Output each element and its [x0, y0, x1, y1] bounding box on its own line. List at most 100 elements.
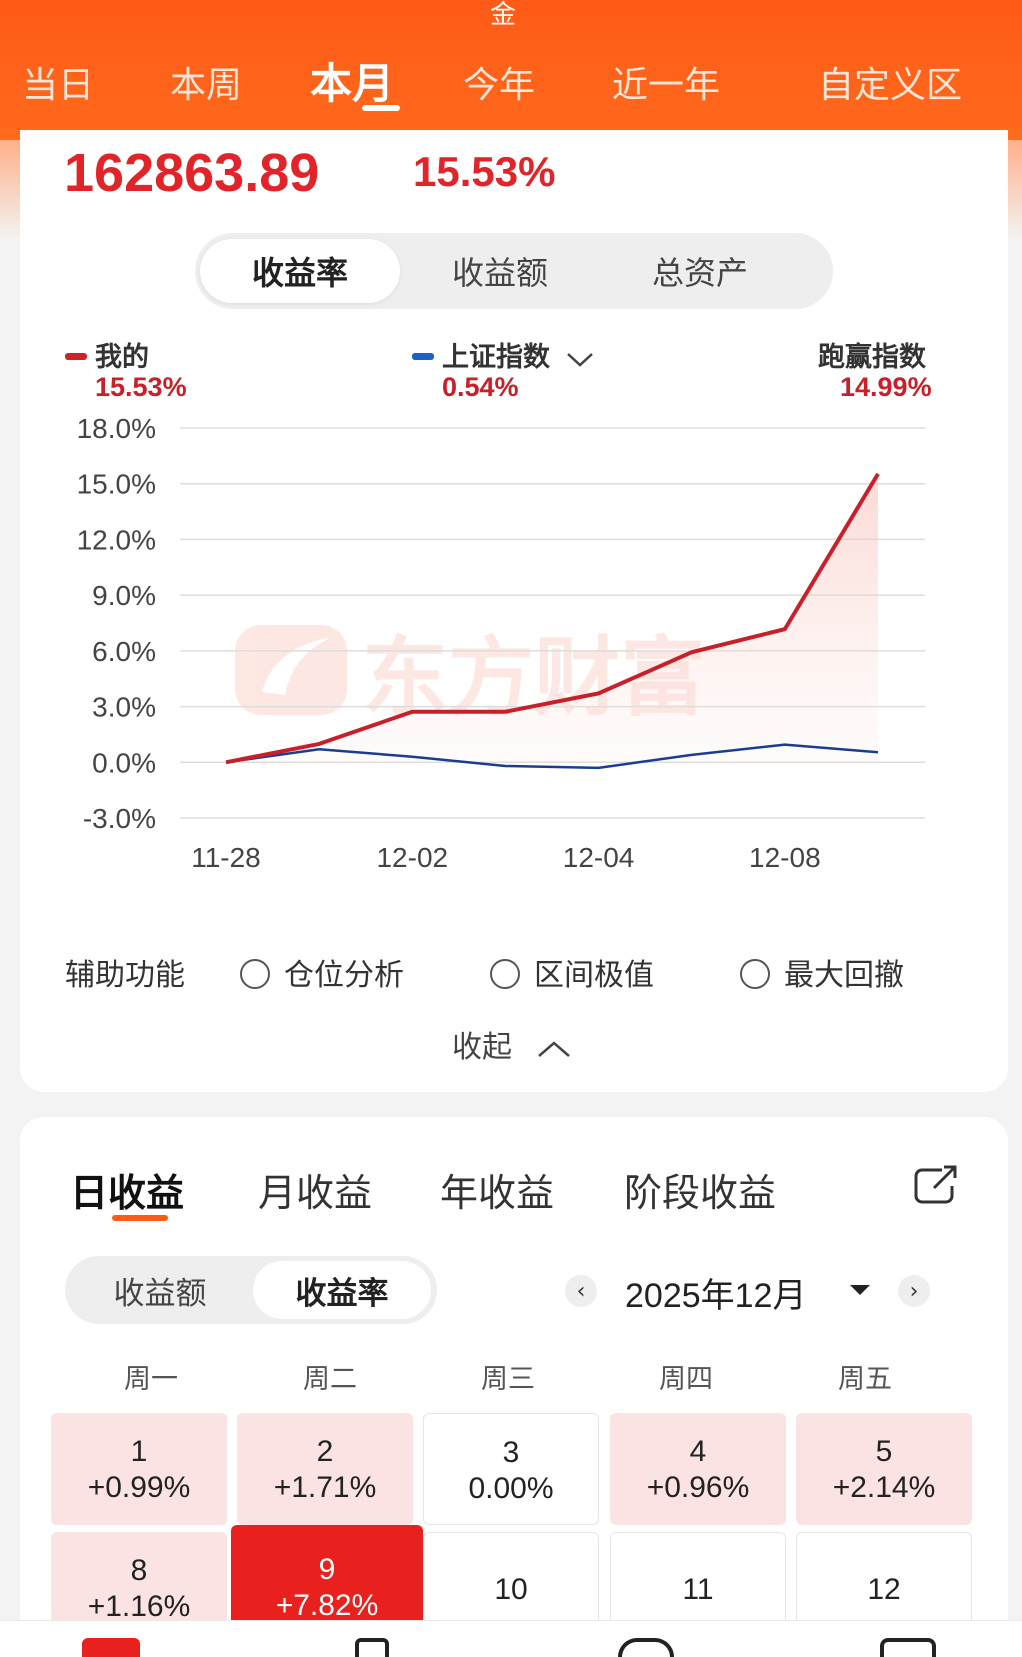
series-line-mine	[225, 472, 880, 765]
amount-rate-toggle: 收益额 收益率	[65, 1256, 437, 1324]
y-tick-label: -3.0%	[83, 803, 156, 834]
day-return: +7.82%	[275, 1589, 379, 1622]
tab-last-year[interactable]: 近一年	[612, 65, 721, 106]
day-number: 2	[316, 1435, 334, 1468]
legend-index-label: 上证指数	[442, 342, 550, 373]
returns-tab-underline	[112, 1215, 168, 1221]
day-number: 4	[689, 1435, 707, 1468]
radio-icon[interactable]	[240, 958, 270, 989]
day-number: 5	[875, 1435, 893, 1468]
legend-mine-value: 15.53%	[95, 372, 187, 402]
x-tick-label: 12-04	[563, 842, 635, 873]
day-number: 10	[494, 1573, 528, 1606]
y-tick-label: 6.0%	[92, 636, 156, 667]
weekday-thu: 周四	[659, 1364, 713, 1395]
tab-monthly-returns[interactable]: 月收益	[258, 1171, 373, 1215]
caret-down-icon[interactable]	[850, 1285, 870, 1295]
chevron-up-icon[interactable]	[536, 1038, 572, 1060]
market-icon[interactable]	[345, 1638, 405, 1657]
metric-tab-amount[interactable]: 收益额	[451, 254, 548, 292]
day-return: +1.16%	[87, 1590, 191, 1623]
option-position-analysis[interactable]: 仓位分析	[240, 950, 404, 994]
metric-segment: 收益率 收益额 总资产	[195, 233, 833, 309]
legend-beat-label: 跑赢指数	[818, 342, 926, 373]
y-tick-label: 9.0%	[92, 580, 156, 611]
month-selector[interactable]: 2025年12月	[625, 1277, 807, 1315]
next-month-button[interactable]: ›	[898, 1275, 930, 1307]
header-title-fragment: 金	[490, 0, 517, 30]
legend-index[interactable]: 上证指数	[412, 335, 595, 374]
chevron-down-icon[interactable]	[565, 349, 595, 369]
calendar-day[interactable]: 4 +0.96%	[610, 1413, 786, 1525]
day-return: +2.14%	[832, 1471, 936, 1504]
y-tick-label: 15.0%	[77, 469, 156, 500]
day-return: +0.96%	[646, 1471, 750, 1504]
tab-today[interactable]: 当日	[22, 65, 95, 106]
chevron-left-icon: ‹	[576, 1278, 586, 1304]
tab-daily-returns[interactable]: 日收益	[70, 1171, 185, 1215]
y-tick-label: 0.0%	[92, 747, 156, 778]
tab-this-week[interactable]: 本周	[170, 65, 243, 106]
legend-index-value: 0.54%	[442, 372, 519, 402]
day-number: 1	[130, 1435, 148, 1468]
day-return: +1.71%	[273, 1471, 377, 1504]
calendar-day[interactable]: 5 +2.14%	[796, 1413, 972, 1525]
toggle-rate[interactable]: 收益率	[253, 1261, 431, 1319]
day-number: 3	[502, 1436, 520, 1469]
series-line-index	[225, 743, 879, 770]
analysis-icon[interactable]	[618, 1638, 678, 1657]
x-tick-label: 12-02	[376, 842, 448, 873]
day-return: 0.00%	[468, 1472, 554, 1505]
tab-this-month[interactable]: 本月	[310, 59, 395, 108]
weekday-fri: 周五	[838, 1364, 892, 1395]
aux-label: 辅助功能	[65, 958, 185, 993]
side-glow	[0, 140, 20, 240]
calendar-day[interactable]: 1 +0.99%	[51, 1413, 227, 1525]
day-number: 9	[318, 1553, 336, 1586]
legend-mine-label: 我的	[95, 342, 149, 373]
day-return: +0.99%	[87, 1471, 191, 1504]
day-number: 12	[867, 1573, 901, 1606]
chevron-right-icon: ›	[909, 1278, 919, 1304]
legend-index-marker	[412, 353, 434, 360]
prev-month-button[interactable]: ‹	[565, 1275, 597, 1307]
toggle-amount[interactable]: 收益额	[113, 1275, 207, 1312]
mine-area-fill	[226, 473, 878, 763]
option-range-extreme[interactable]: 区间极值	[490, 950, 654, 994]
y-tick-label: 12.0%	[77, 524, 156, 555]
radio-icon[interactable]	[740, 958, 770, 989]
y-tick-label: 18.0%	[77, 413, 156, 444]
legend-beat-value: 14.99%	[840, 372, 932, 402]
option-label: 区间极值	[534, 958, 654, 993]
weekday-tue: 周二	[303, 1364, 357, 1395]
return-line-chart: 东方财富 18.0%15.0%12.0%9.0%6.0%3.0%0.0%-3.0…	[77, 413, 925, 873]
share-icon[interactable]	[912, 1164, 958, 1206]
day-number: 11	[682, 1573, 714, 1606]
tab-this-year[interactable]: 今年	[463, 65, 536, 106]
bottom-nav-bar	[0, 1620, 1022, 1657]
collapse-button[interactable]: 收起	[452, 1022, 572, 1066]
legend-mine: 我的	[65, 335, 149, 374]
total-rate: 15.53%	[413, 148, 556, 195]
period-tabs: 当日 本周 本月 今年 近一年 自定义区	[0, 50, 1022, 110]
portfolio-icon[interactable]	[880, 1638, 940, 1657]
header-bar: 金 当日 本周 本月 今年 近一年 自定义区	[0, 0, 1022, 140]
radio-icon[interactable]	[490, 958, 520, 989]
tab-custom-range[interactable]: 自定义区	[818, 65, 963, 106]
total-value: 162863.89	[64, 143, 320, 203]
metric-tab-rate[interactable]: 收益率	[200, 239, 400, 303]
option-label: 仓位分析	[284, 958, 404, 993]
active-tab-underline	[362, 105, 400, 111]
calendar-day[interactable]: 3 0.00%	[423, 1413, 599, 1525]
weekday-mon: 周一	[124, 1364, 178, 1395]
tab-yearly-returns[interactable]: 年收益	[440, 1171, 555, 1215]
metric-tab-assets[interactable]: 总资产	[651, 254, 748, 292]
calendar-day[interactable]: 2 +1.71%	[237, 1413, 413, 1525]
weekday-wed: 周三	[481, 1364, 535, 1395]
option-max-drawdown[interactable]: 最大回撤	[740, 950, 904, 994]
option-label: 最大回撤	[784, 958, 904, 993]
home-icon[interactable]	[82, 1638, 142, 1657]
tab-stage-returns[interactable]: 阶段收益	[624, 1171, 777, 1215]
x-tick-label: 12-08	[749, 842, 821, 873]
side-glow	[1008, 140, 1022, 240]
